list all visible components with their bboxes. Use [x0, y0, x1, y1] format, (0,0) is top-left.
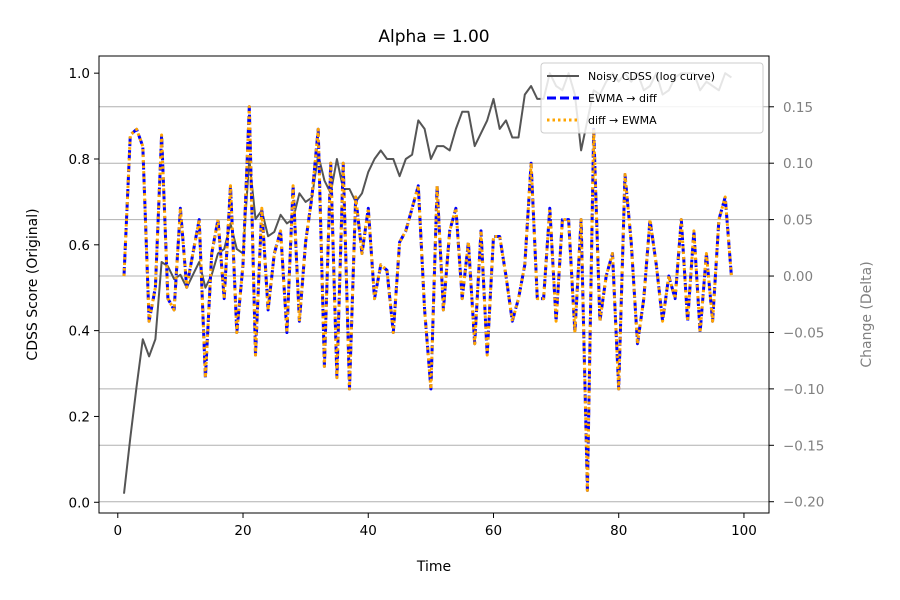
x-tick-label: 20 [234, 523, 251, 539]
y-tick-label: 0.0 [69, 495, 90, 511]
x-axis-label: Time [416, 559, 451, 575]
y2-tick-label: 0.10 [783, 156, 813, 172]
y-tick-label: 1.0 [69, 66, 90, 82]
y-tick-label: 0.2 [69, 409, 90, 425]
legend-diff-ewma-label: diff → EWMA [588, 114, 657, 127]
legend-box [540, 62, 764, 134]
x-tick-label: 0 [113, 523, 122, 539]
legend-noisy-label: Noisy CDSS (log curve) [588, 70, 715, 83]
y2-tick-label: 0.05 [783, 213, 813, 229]
legend-ewma-diff-label: EWMA → diff [588, 92, 657, 105]
y-tick-label: 0.4 [69, 324, 90, 340]
x-tick-label: 100 [731, 523, 757, 539]
y2-tick-label: −0.10 [783, 382, 824, 398]
y-tick-label: 0.6 [69, 238, 90, 254]
ticks: 0 20 40 60 80 100 0.0 0.2 0.4 0.6 0.8 1.0 −0.20 −0.15… [69, 66, 825, 539]
chart-title: Alpha = 1.00 [378, 27, 489, 47]
y2-tick-label: −0.15 [783, 438, 824, 454]
plot-frame [98, 55, 770, 514]
y-axis-label: CDSS Score (Original) [25, 208, 41, 360]
y2-axis-label: Change (Delta) [859, 261, 875, 367]
x-tick-label: 80 [610, 523, 627, 539]
y2-tick-label: 0.15 [783, 100, 813, 116]
x-tick-label: 60 [485, 523, 502, 539]
y-tick-label: 0.8 [69, 152, 90, 168]
y2-tick-label: 0.00 [783, 269, 813, 285]
series-diff-ewma-line [122, 105, 733, 492]
y2-tick-label: −0.20 [783, 495, 824, 511]
y2-tick-label: −0.05 [783, 325, 824, 341]
legend: Noisy CDSS (log curve) EWMA → diff diff → … [540, 62, 764, 134]
x-tick-label: 40 [360, 523, 377, 539]
